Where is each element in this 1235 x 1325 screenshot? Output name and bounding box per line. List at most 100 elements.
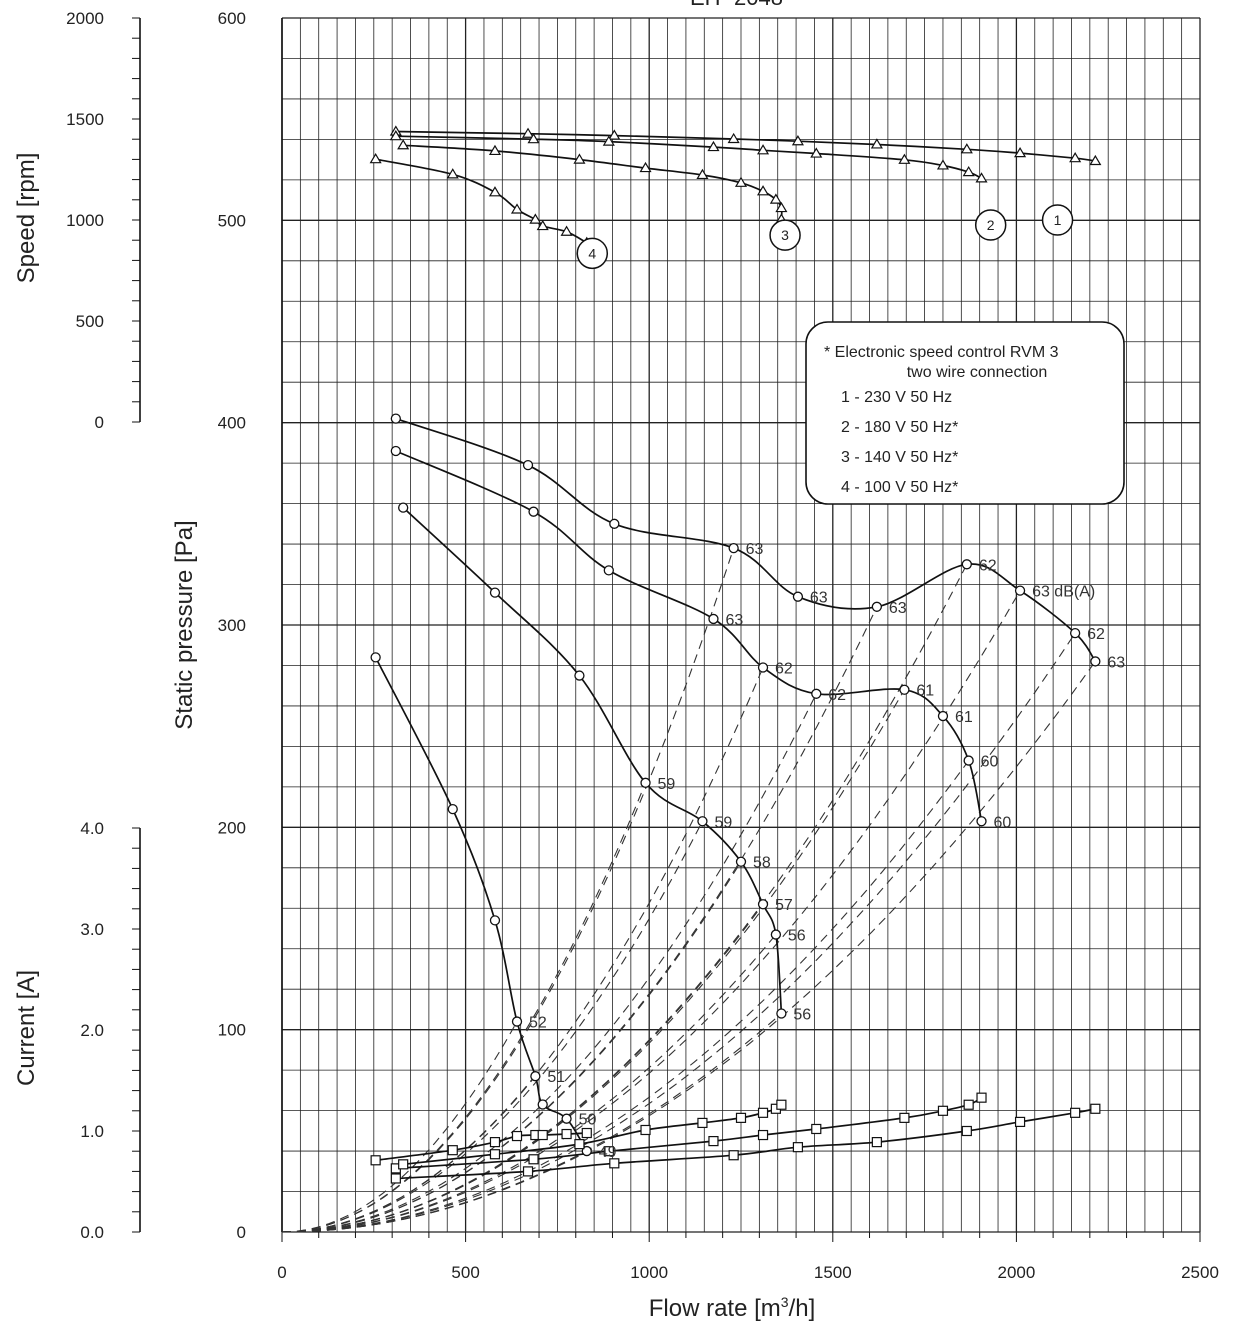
speed-curve: [403, 144, 783, 220]
curve-number-label: 4: [588, 245, 596, 261]
speed-point: [602, 135, 615, 146]
current-point: [537, 1129, 548, 1141]
curve-number-badge: [576, 237, 609, 270]
pressure-point: [511, 1016, 523, 1027]
current-point: [370, 1155, 381, 1166]
system-curve: [281, 821, 703, 1233]
current-point: [792, 1142, 804, 1153]
current-point: [757, 1129, 769, 1141]
current-point: [489, 1149, 501, 1160]
current-point: [697, 1117, 708, 1129]
curve-number-label: 3: [781, 227, 789, 243]
speed-curve: [375, 158, 588, 244]
current-tick-label: 3.0: [80, 920, 104, 939]
current-tick-label: 4.0: [80, 819, 104, 838]
system-curve: [281, 590, 1021, 1233]
noise-label: 56: [793, 1006, 811, 1023]
noise-label: 58: [753, 855, 771, 872]
current-point: [398, 1159, 409, 1170]
speed-point: [810, 147, 823, 158]
speed-axis-title: Speed [rpm]: [13, 153, 40, 284]
speed-point: [696, 168, 709, 180]
labels: 0 500 1000 1500 2000 250001002003004005006000…: [66, 9, 1219, 1282]
pressure-point: [937, 710, 949, 722]
current-tick-label: 1.0: [80, 1122, 104, 1141]
pressure-point: [697, 816, 708, 827]
speed-point: [756, 185, 770, 196]
noise-label: 61: [955, 709, 973, 726]
system-curve: [281, 1150, 588, 1233]
legend-line: 2 - 180 V 50 Hz*: [841, 419, 958, 436]
noise-label: 51: [547, 1069, 565, 1086]
current-curve: [395, 1096, 982, 1170]
system-curve: [281, 547, 735, 1233]
pressure-axis-title: Static pressure [Pa]: [171, 520, 198, 729]
speed-point: [870, 138, 883, 149]
x-tick-label: 2500: [1181, 1263, 1219, 1282]
speed-point: [727, 132, 740, 144]
speed-point: [756, 144, 770, 155]
pressure-point: [370, 652, 381, 663]
current-point: [511, 1130, 523, 1142]
system-curve: [281, 760, 970, 1233]
speed-tick-label: 1000: [66, 211, 104, 230]
pressure-point: [390, 413, 401, 424]
speed-point: [775, 201, 788, 213]
noise-label: 62: [1087, 626, 1105, 643]
noise-label: 60: [994, 814, 1012, 831]
current-point: [961, 1125, 972, 1137]
speed-tick-label: 0: [95, 413, 104, 432]
chart-title: EH- 2048: [690, 0, 783, 10]
noise-label: 57: [775, 897, 793, 914]
speed-point: [1089, 154, 1102, 166]
current-point: [871, 1137, 882, 1148]
pressure-tick-label: 100: [218, 1021, 246, 1040]
current-point: [963, 1099, 974, 1110]
x-tick-label: 2000: [997, 1263, 1035, 1282]
speed-curve: [395, 135, 982, 180]
current-point: [757, 1107, 769, 1118]
speed-point: [707, 140, 720, 152]
curve-number-badge: [974, 209, 1007, 241]
current-tick-label: 0.0: [80, 1223, 104, 1242]
current-point: [1014, 1116, 1026, 1128]
noise-label: 50: [579, 1112, 597, 1129]
current-axis-title: Current [A]: [13, 970, 40, 1086]
pressure-point: [1014, 585, 1026, 596]
pressure-point: [871, 601, 883, 612]
noise-label: 49: [599, 1144, 617, 1161]
speed-point: [769, 193, 782, 204]
pressure-point: [537, 1099, 548, 1110]
pressure-tick-label: 400: [218, 414, 246, 433]
speed-point: [527, 133, 540, 144]
speed-point: [510, 203, 524, 214]
current-point: [390, 1173, 401, 1184]
pressure-point: [561, 1113, 572, 1124]
pressure-point: [574, 670, 585, 681]
pressure-point: [1090, 656, 1101, 667]
speed-point: [962, 165, 975, 177]
markers: [369, 125, 1102, 1184]
noise-label: 56: [788, 928, 806, 945]
legend-line: * Electronic speed control RVM 3: [824, 344, 1059, 361]
pressure-point: [899, 684, 910, 695]
speed-point: [488, 186, 502, 197]
current-point: [708, 1135, 719, 1147]
noise-label: 59: [658, 776, 676, 793]
current-point: [528, 1154, 539, 1165]
noise-label: 63 dB(A): [1032, 584, 1095, 601]
pressure-point: [776, 1008, 787, 1019]
current-point: [811, 1123, 822, 1135]
speed-tick-label: 1500: [66, 110, 104, 129]
noise-label: 62: [828, 687, 846, 704]
pressure-point: [528, 506, 539, 517]
pressure-curve: [395, 417, 1097, 662]
system-curve: [281, 606, 878, 1233]
legend-box: [805, 321, 1125, 505]
system-curve: [281, 661, 1096, 1233]
pressure-point: [390, 445, 401, 457]
pressure-point: [963, 755, 974, 766]
current-point: [603, 1146, 614, 1157]
pressure-point: [1070, 627, 1081, 639]
